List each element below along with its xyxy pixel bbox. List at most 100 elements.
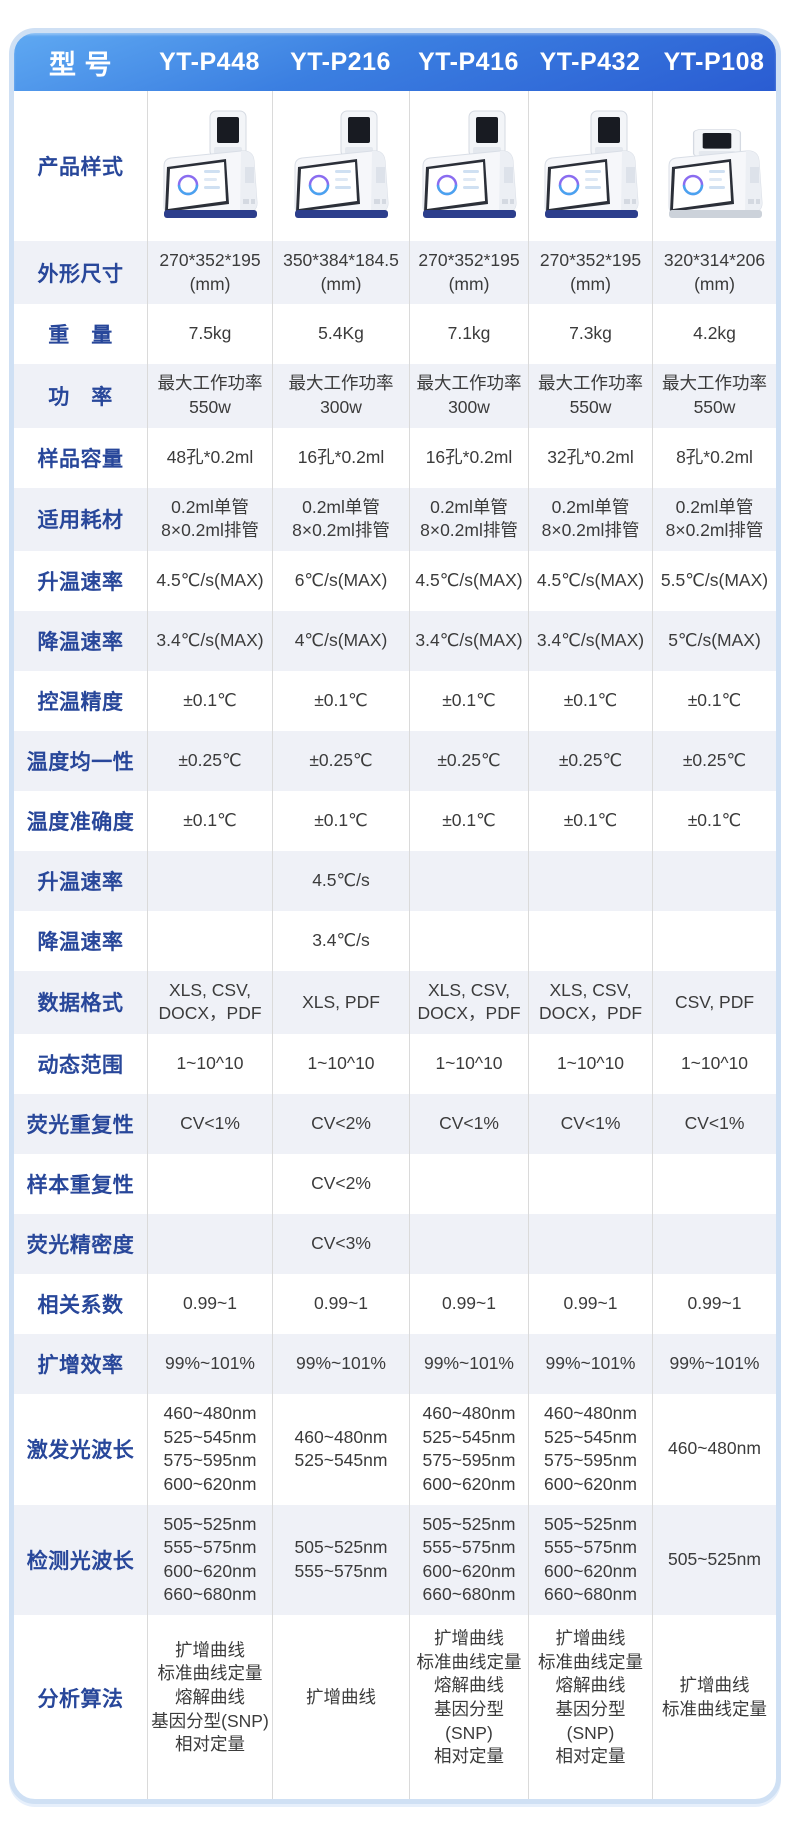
spec-cell: 4.5℃/s(MAX)	[409, 550, 528, 611]
spec-cell	[147, 1214, 272, 1274]
spec-row: 动态范围 1~10^10 1~10^10 1~10^10 1~10^10 1~10^10	[14, 1034, 776, 1094]
spec-cell: 4℃/s(MAX)	[272, 610, 409, 671]
device-lid	[468, 110, 506, 158]
spec-cell: 99%~101%	[652, 1334, 776, 1394]
spec-cell: 扩增曲线 标准曲线定量 熔解曲线 基因分型(SNP) 相对定量	[409, 1615, 528, 1799]
spec-cell	[528, 850, 652, 911]
spec-row: 荧光精密度 CV<3%	[14, 1214, 776, 1274]
product-style-row: 产品样式	[14, 91, 776, 241]
device-base-strip	[668, 210, 762, 218]
spec-cell: 4.5℃/s(MAX)	[147, 550, 272, 611]
header-model-label: 型 号	[48, 49, 112, 80]
spec-cell	[652, 850, 776, 911]
spec-row: 样品容量 48孔*0.2ml 16孔*0.2ml 16孔*0.2ml 32孔*0.2ml…	[14, 427, 776, 488]
spec-row: 功 率最大工作功率 550w 最大工作功率 300w 最大工作功率 300w 最大工作…	[14, 364, 776, 428]
product-image-cell	[147, 91, 272, 241]
spec-row: 升温速率 4.5℃/s(MAX) 6℃/s(MAX) 4.5℃/s(MAX) 4.5℃/…	[14, 550, 776, 611]
spec-cell: 6℃/s(MAX)	[272, 550, 409, 611]
spec-cell: 3.4℃/s(MAX)	[409, 610, 528, 671]
spec-row: 温度准确度 ±0.1℃ ±0.1℃ ±0.1℃ ±0.1℃ ±0.1℃	[14, 790, 776, 851]
pcr-thermocycler-photo-yt-p448	[163, 110, 258, 218]
spec-cell: ±0.1℃	[147, 670, 272, 731]
spec-cell: CV<1%	[528, 1094, 652, 1154]
spec-cell: ±0.1℃	[272, 670, 409, 731]
spec-cell: 4.5℃/s(MAX)	[528, 550, 652, 611]
spec-cell	[147, 1154, 272, 1214]
spec-cell: 3.4℃/s(MAX)	[528, 610, 652, 671]
pcr-thermocycler-photo-yt-p108	[668, 129, 763, 218]
spec-cell: 0.2ml单管 8×0.2ml排管	[528, 487, 652, 551]
device-lid	[209, 110, 247, 158]
row-label: 分析算法	[37, 1687, 124, 1711]
spec-row: 降温速率 3.4℃/s	[14, 910, 776, 971]
spec-cell: 270*352*195 (mm)	[528, 241, 652, 305]
spec-cell: 0.99~1	[652, 1274, 776, 1334]
spec-cell: 1~10^10	[272, 1034, 409, 1094]
spec-cell: 460~480nm 525~545nm 575~595nm 600~620nm	[409, 1394, 528, 1505]
spec-row: 降温速率 3.4℃/s(MAX) 4℃/s(MAX) 3.4℃/s(MAX) 3.4℃/…	[14, 610, 776, 671]
spec-cell: 4.5℃/s	[272, 850, 409, 911]
spec-cell: 460~480nm	[652, 1394, 776, 1505]
spec-cell: 1~10^10	[652, 1034, 776, 1094]
spec-cell: 5℃/s(MAX)	[652, 610, 776, 671]
product-image-cell	[528, 91, 652, 241]
spec-cell: 7.5kg	[147, 304, 272, 365]
spec-cell: 0.2ml单管 8×0.2ml排管	[147, 487, 272, 551]
row-label: 检测光波长	[26, 1549, 135, 1573]
spec-cell: ±0.1℃	[528, 790, 652, 851]
row-label: 温度准确度	[26, 810, 135, 834]
spec-cell: 1~10^10	[409, 1034, 528, 1094]
spec-cell: 扩增曲线 标准曲线定量 熔解曲线 基因分型(SNP) 相对定量	[147, 1615, 272, 1799]
spec-cell: 270*352*195 (mm)	[409, 241, 528, 305]
row-label: 相关系数	[37, 1294, 124, 1317]
row-label: 降温速率	[37, 630, 124, 654]
spec-cell: 99%~101%	[528, 1334, 652, 1394]
row-label: 升温速率	[37, 870, 124, 894]
spec-row: 适用耗材 0.2ml单管 8×0.2ml排管 0.2ml单管 8×0.2ml排管 0.…	[14, 487, 776, 551]
pcr-thermocycler-photo-yt-p432	[544, 110, 639, 218]
device-base-strip	[423, 210, 516, 218]
spec-row: 升温速率 4.5℃/s	[14, 850, 776, 911]
row-label: 功 率	[48, 385, 113, 409]
spec-cell	[147, 850, 272, 911]
spec-cell: 505~525nm 555~575nm 600~620nm 660~680nm	[409, 1504, 528, 1615]
row-label: 外形尺寸	[37, 262, 124, 286]
spec-cell: 48孔*0.2ml	[147, 427, 272, 488]
spec-cell: 最大工作功率 550w	[528, 364, 652, 428]
spec-cell: 4.2kg	[652, 304, 776, 365]
spec-cell	[652, 1154, 776, 1214]
spec-cell: 99%~101%	[272, 1334, 409, 1394]
spec-cell: CV<2%	[272, 1094, 409, 1154]
row-label: 荧光重复性	[26, 1114, 135, 1137]
header-model-yt-p432: YT-P432	[539, 47, 641, 76]
row-label: 激发光波长	[26, 1439, 135, 1463]
device-base-strip	[544, 210, 638, 218]
spec-cell: CV<1%	[409, 1094, 528, 1154]
spec-cell: CV<1%	[147, 1094, 272, 1154]
row-label: 样品容量	[37, 447, 124, 471]
spec-cell: 0.2ml单管 8×0.2ml排管	[652, 487, 776, 551]
spec-cell: 扩增曲线 标准曲线定量 熔解曲线 基因分型(SNP) 相对定量	[528, 1615, 652, 1799]
header-model-yt-p108: YT-P108	[663, 47, 765, 76]
spec-cell	[409, 850, 528, 911]
spec-cell: CV<3%	[272, 1214, 409, 1274]
spec-cell: 460~480nm 525~545nm 575~595nm 600~620nm	[147, 1394, 272, 1505]
spec-cell: XLS, PDF	[272, 970, 409, 1034]
device-lid	[590, 110, 627, 158]
spec-cell	[409, 1214, 528, 1274]
device-base-strip	[295, 210, 388, 218]
header-model-yt-p416: YT-P416	[418, 47, 519, 76]
spec-row: 外形尺寸 270*352*195 (mm) 350*384*184.5 (mm) 27…	[14, 241, 776, 305]
spec-cell: 0.2ml单管 8×0.2ml排管	[409, 487, 528, 551]
spec-row: 温度均一性 ±0.25℃ ±0.25℃ ±0.25℃ ±0.25℃ ±0.25℃	[14, 730, 776, 791]
spec-cell	[652, 1214, 776, 1274]
spec-row: 检测光波长 505~525nm 555~575nm 600~620nm 660~6…	[14, 1504, 776, 1615]
spec-cell: 505~525nm 555~575nm 600~620nm 660~680nm	[528, 1504, 652, 1615]
spec-cell: XLS, CSV, DOCX，PDF	[528, 970, 652, 1034]
spec-cell: ±0.25℃	[272, 730, 409, 791]
pcr-thermocycler-photo-yt-p416	[422, 110, 517, 218]
spec-cell: 505~525nm 555~575nm 600~620nm 660~680nm	[147, 1504, 272, 1615]
device-lid	[340, 110, 378, 158]
table-header-row: 型 号 YT-P448 YT-P216 YT-P416 YT-P432 YT-P108	[14, 33, 776, 91]
